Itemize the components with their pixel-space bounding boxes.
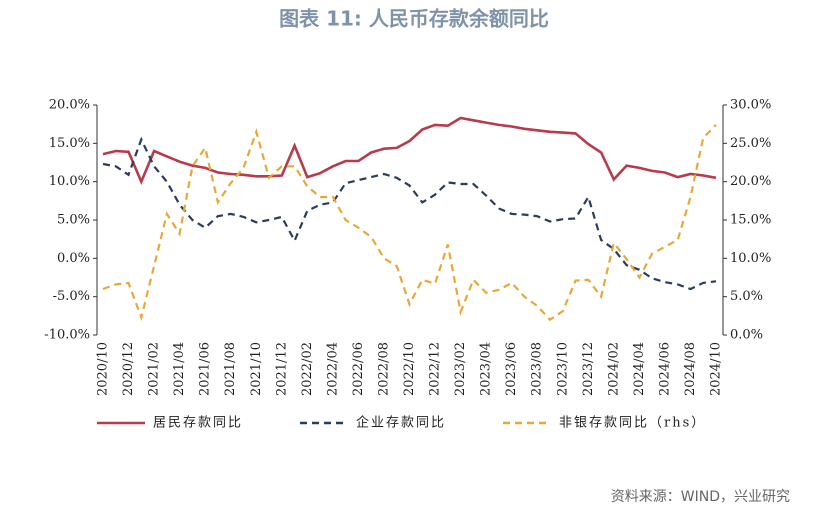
x-tick-label: 2021/02 <box>147 342 162 396</box>
x-tick-label: 2022/04 <box>325 342 340 396</box>
x-tick-label: 2024/02 <box>606 342 621 396</box>
x-tick-label: 2021/10 <box>249 342 264 396</box>
x-tick-label: 2021/08 <box>223 342 238 396</box>
x-tick-label: 2022/02 <box>300 342 315 396</box>
x-tick-label: 2023/06 <box>504 342 519 396</box>
x-tick-label: 2022/10 <box>402 342 417 396</box>
chart-title: 图表 11: 人民币存款余额同比 <box>279 7 549 31</box>
legend-label: 居民存款同比 <box>153 416 243 431</box>
x-tick-label: 2022/08 <box>376 342 391 396</box>
y-tick-label: 10.0% <box>49 174 90 189</box>
x-tick-label: 2023/08 <box>530 342 545 396</box>
series-line <box>102 116 717 186</box>
y-tick-label: 5.0% <box>57 213 90 228</box>
x-tick-label: 2023/12 <box>581 342 596 396</box>
y2-tick-label: 30.0% <box>730 98 771 113</box>
y2-tick-label: 15.0% <box>730 213 771 228</box>
y-tick-label: 15.0% <box>49 136 90 151</box>
x-tick-label: 2024/06 <box>657 342 672 396</box>
y-tick-label: 20.0% <box>49 98 90 113</box>
y-tick-label: -5.0% <box>53 289 90 304</box>
x-tick-label: 2024/08 <box>683 342 698 396</box>
x-tick-label: 2020/10 <box>96 342 111 396</box>
x-tick-label: 2023/02 <box>453 342 468 396</box>
legend-label: 非银存款同比（rhs） <box>559 416 706 431</box>
y2-tick-label: 10.0% <box>730 251 771 266</box>
source: 资料来源：WIND，兴业研究 <box>611 489 790 505</box>
x-tick-label: 2023/04 <box>479 342 494 396</box>
x-tick-label: 2022/12 <box>428 342 443 396</box>
x-tick-label: 2021/12 <box>274 342 289 396</box>
x-tick-label: 2021/04 <box>172 342 187 396</box>
y2-tick-label: 0.0% <box>730 328 763 343</box>
x-tick-label: 2023/10 <box>555 342 570 396</box>
x-tick-label: 2024/04 <box>632 342 647 396</box>
y2-tick-label: 25.0% <box>730 136 771 151</box>
y-tick-label: -10.0% <box>44 328 90 343</box>
x-tick-label: 2022/06 <box>351 342 366 396</box>
y2-tick-label: 20.0% <box>730 174 771 189</box>
legend-label: 企业存款同比 <box>356 415 446 431</box>
x-tick-label: 2024/10 <box>709 342 724 396</box>
series-line <box>102 136 717 291</box>
x-tick-label: 2020/12 <box>121 342 136 396</box>
y-tick-label: 0.0% <box>57 251 90 266</box>
series-line <box>102 124 717 322</box>
y2-tick-label: 5.0% <box>730 289 763 304</box>
x-tick-label: 2021/06 <box>198 342 213 396</box>
